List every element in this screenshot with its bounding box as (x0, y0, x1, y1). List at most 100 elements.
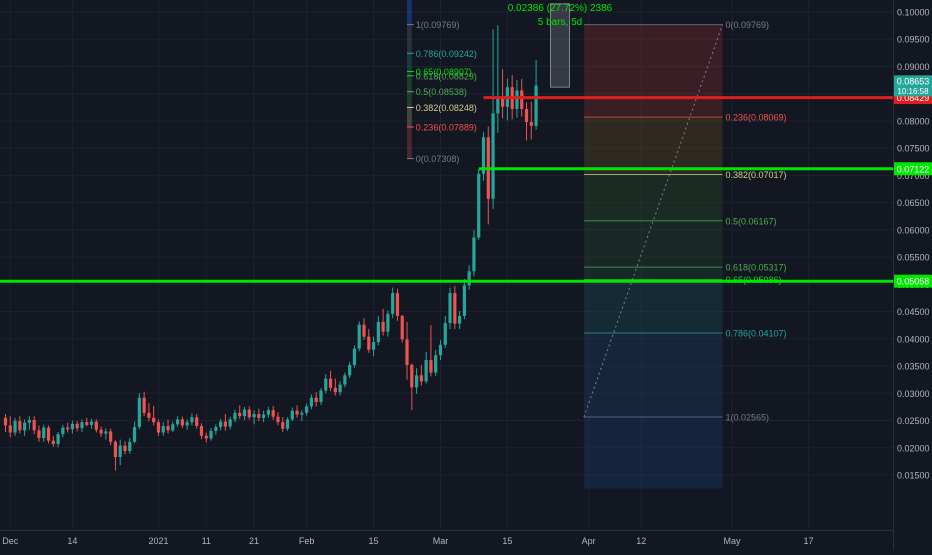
date-price-range-measure[interactable]: 0.02386 (27.72%) 2386 5 bars, 5d (508, 3, 613, 88)
candle-body (419, 375, 423, 382)
price-tick-label: 0.04000 (897, 334, 930, 344)
candle-body (8, 425, 12, 433)
time-tick-label: May (724, 536, 742, 546)
candles (3, 25, 538, 471)
candle-body (405, 339, 409, 365)
candle-body (285, 419, 290, 429)
fib-level-label: 0.65(0.08907) (416, 67, 472, 77)
time-tick-label: 21 (249, 536, 259, 546)
candle-body (496, 96, 500, 114)
fib-band (407, 71, 412, 76)
fib-band (583, 267, 723, 280)
candle-body (204, 435, 208, 439)
fib-level-label: 0.382(0.07017) (726, 170, 787, 180)
fib-level-label: 0.618(0.05317) (726, 263, 787, 273)
candle-body (132, 427, 137, 442)
fib-level-label: 0.382(0.08248) (416, 103, 477, 113)
price-label-text: 0.07122 (897, 164, 930, 174)
fib-level-label: 0.786(0.09242) (416, 49, 477, 59)
price-tick-label: 0.05500 (897, 253, 930, 263)
measure-box[interactable] (550, 3, 570, 88)
candle-body (228, 419, 232, 427)
candle-body (94, 421, 98, 430)
price-tick-label: 0.02500 (897, 416, 930, 426)
price-tick-label: 0.07500 (897, 144, 930, 154)
candle-body (386, 313, 390, 332)
candle-body (252, 413, 256, 418)
candle-body (529, 122, 533, 126)
fib-band (407, 53, 412, 72)
candle-body (175, 419, 180, 425)
candle-body (247, 409, 251, 418)
small-fib-retracement[interactable]: 1(0.09769) 0.786(0.09242) 0.65(0.08907)0.6… (407, 0, 477, 164)
candle-body (271, 410, 275, 417)
price-tick-label: 0.03500 (897, 362, 930, 372)
price-label-box (894, 162, 932, 176)
fib-band (407, 24, 412, 54)
time-axis[interactable]: Dec 14 2021 11 21 Feb 15 Mar 15 Apr 12 May 17 (0, 530, 932, 550)
time-tick-label: 15 (369, 536, 379, 546)
candle-body (371, 342, 376, 350)
price-tick-label: 0.01500 (897, 471, 930, 481)
fib-band (583, 24, 723, 118)
price-tick-label: 0.02000 (897, 443, 930, 453)
fib-band (583, 416, 723, 489)
candle-body (137, 397, 141, 428)
fib-extension-band (407, 0, 412, 25)
candle-body (453, 293, 457, 324)
candle-body (462, 285, 466, 316)
current-price-value: 0.08653 (897, 76, 930, 86)
candle-body (472, 237, 476, 272)
candle-body (491, 113, 495, 199)
candle-body (195, 417, 199, 426)
fib-level-label: 0.5(0.06167) (726, 216, 777, 226)
candle-body (314, 397, 318, 403)
candle-body (3, 417, 8, 426)
candle-body (166, 425, 170, 431)
fib-level-label: 0(0.09769) (726, 20, 770, 30)
candle-body (142, 397, 146, 413)
candle-body (32, 419, 36, 431)
fib-band (407, 75, 412, 92)
measure-label-bars: 5 bars, 5d (538, 17, 582, 28)
candle-body (309, 397, 314, 407)
candle-body (27, 419, 31, 423)
horizontal-lines[interactable] (0, 96, 893, 283)
candle-body (123, 445, 127, 452)
candle-body (481, 137, 486, 174)
candle-body (104, 431, 108, 434)
time-axis-panel[interactable] (0, 530, 932, 550)
big-fib-retracement[interactable]: 0(0.09769) 0.236(0.08069) 0.382(0.07017) 0.… (583, 20, 787, 489)
fib-band (407, 91, 412, 108)
fib-band (407, 126, 412, 159)
price-tick-label: 0.07000 (897, 171, 930, 181)
candle-body (524, 108, 529, 123)
fib-trend-line[interactable] (583, 24, 723, 418)
time-tick-label: 14 (67, 536, 77, 546)
candle-body (276, 416, 280, 423)
candle-body (61, 427, 65, 435)
candle-body (477, 173, 481, 238)
fib-level-label: 0(0.07308) (416, 154, 460, 164)
candle-body (209, 430, 213, 439)
fib-band (583, 117, 723, 175)
price-label-text: 0.08429 (897, 93, 930, 103)
candle-body (414, 375, 419, 388)
candle-body (367, 336, 371, 350)
fib-level-label: 0.786(0.04107) (726, 328, 787, 338)
candle-body (324, 378, 328, 391)
candle-body (161, 425, 165, 433)
price-tick-label: 0.04500 (897, 307, 930, 317)
candle-body (223, 421, 227, 427)
candle-body (343, 375, 347, 385)
candle-body (400, 315, 404, 340)
candle-body (113, 441, 118, 458)
candle-body (352, 348, 357, 365)
candle-body (66, 427, 70, 430)
price-tick-label: 0.09500 (897, 35, 930, 45)
candle-body (219, 421, 223, 428)
fib-band (583, 174, 723, 221)
